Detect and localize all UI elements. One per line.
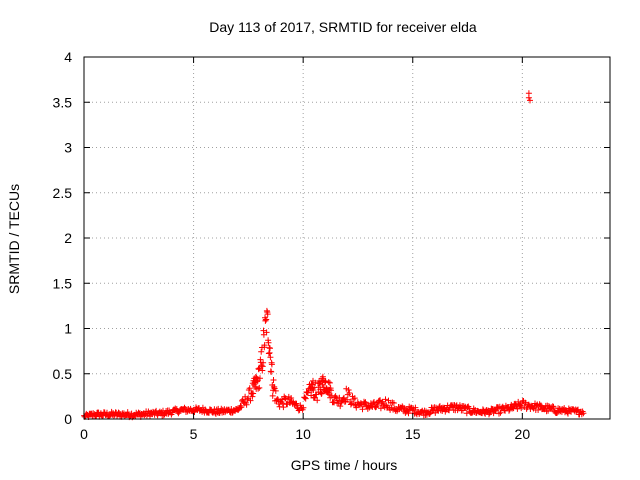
data-point — [280, 404, 287, 411]
data-point — [550, 403, 557, 410]
data-point — [351, 395, 358, 402]
data-point — [565, 410, 571, 417]
data-point — [337, 403, 344, 410]
data-point — [300, 404, 307, 411]
data-point — [518, 405, 525, 412]
data-point — [237, 402, 244, 409]
x-axis-label: GPS time / hours — [291, 457, 398, 473]
data-point — [353, 404, 360, 411]
data-point — [350, 396, 357, 403]
y-tick-label: 1 — [64, 321, 72, 337]
data-point — [328, 387, 334, 394]
data-point — [371, 399, 377, 405]
data-point — [345, 387, 352, 393]
data-point — [257, 375, 263, 382]
data-point — [256, 384, 263, 391]
data-point — [243, 401, 250, 408]
data-point — [331, 399, 338, 406]
data-point — [267, 345, 273, 352]
data-point — [325, 379, 332, 386]
x-tick-label: 0 — [80, 426, 88, 442]
data-point — [175, 410, 182, 417]
y-tick-label: 3.5 — [53, 94, 73, 110]
data-point — [261, 342, 268, 349]
data-point — [269, 392, 276, 399]
data-point — [260, 359, 267, 366]
data-point — [412, 404, 419, 411]
data-points — [81, 90, 587, 421]
data-point — [374, 402, 381, 408]
y-tick-label: 2 — [64, 230, 72, 246]
y-tick-label: 0.5 — [53, 366, 73, 382]
y-tick-label: 2.5 — [53, 185, 73, 201]
data-point — [263, 316, 270, 323]
data-point — [390, 400, 397, 406]
data-point — [293, 400, 300, 407]
data-point — [302, 395, 309, 402]
data-point — [549, 403, 556, 410]
y-axis-label: SRMTID / TECUs — [6, 184, 22, 294]
data-point — [255, 366, 262, 373]
data-point — [346, 390, 353, 396]
data-point — [580, 410, 587, 417]
data-point — [255, 385, 262, 392]
data-point — [310, 387, 317, 393]
data-point — [247, 397, 254, 404]
y-tick-label: 0 — [64, 411, 72, 427]
grid — [84, 57, 610, 419]
data-point — [258, 348, 265, 355]
data-point — [238, 404, 245, 411]
data-point — [244, 396, 251, 403]
data-point — [492, 407, 499, 414]
data-point — [267, 354, 274, 361]
data-point — [265, 350, 272, 357]
data-point — [322, 378, 329, 384]
y-tick-label: 4 — [64, 49, 72, 65]
data-point — [250, 390, 257, 397]
data-point — [265, 339, 272, 346]
data-point — [382, 396, 389, 403]
data-point — [263, 329, 270, 336]
data-point — [314, 397, 321, 404]
data-point — [268, 361, 275, 368]
x-tick-label: 10 — [295, 426, 311, 442]
data-point — [246, 385, 253, 392]
data-point — [341, 394, 347, 401]
data-point — [288, 395, 295, 401]
data-point — [362, 399, 369, 406]
chart-title: Day 113 of 2017, SRMTID for receiver eld… — [209, 19, 477, 35]
axis-ticks: 0 5 10 15 20 0 0.5 1 1.5 2 2.5 3 3.5 4 — [53, 49, 610, 442]
data-point — [304, 389, 311, 396]
data-point — [514, 405, 521, 412]
x-tick-label: 20 — [515, 426, 531, 442]
data-point — [479, 406, 486, 413]
data-point — [574, 407, 581, 414]
x-tick-label: 5 — [190, 426, 198, 442]
x-tick-label: 15 — [405, 426, 421, 442]
data-point — [506, 407, 512, 414]
data-point — [535, 407, 542, 413]
data-point — [326, 379, 333, 386]
data-point — [270, 377, 277, 383]
data-point — [268, 368, 275, 375]
data-point — [515, 398, 522, 405]
data-point — [525, 94, 532, 101]
y-tick-label: 3 — [64, 140, 72, 156]
data-point — [272, 387, 279, 394]
data-point — [344, 396, 351, 403]
data-point — [405, 410, 412, 417]
data-point — [264, 311, 271, 318]
data-point — [359, 406, 366, 413]
data-point — [301, 394, 308, 401]
data-point — [497, 409, 504, 416]
plot-frame — [83, 56, 611, 420]
data-point — [527, 97, 533, 104]
data-point — [124, 409, 131, 416]
data-point — [427, 410, 433, 417]
y-tick-label: 1.5 — [53, 275, 73, 291]
data-point — [279, 400, 286, 407]
data-point — [249, 393, 256, 400]
data-point — [305, 389, 311, 396]
